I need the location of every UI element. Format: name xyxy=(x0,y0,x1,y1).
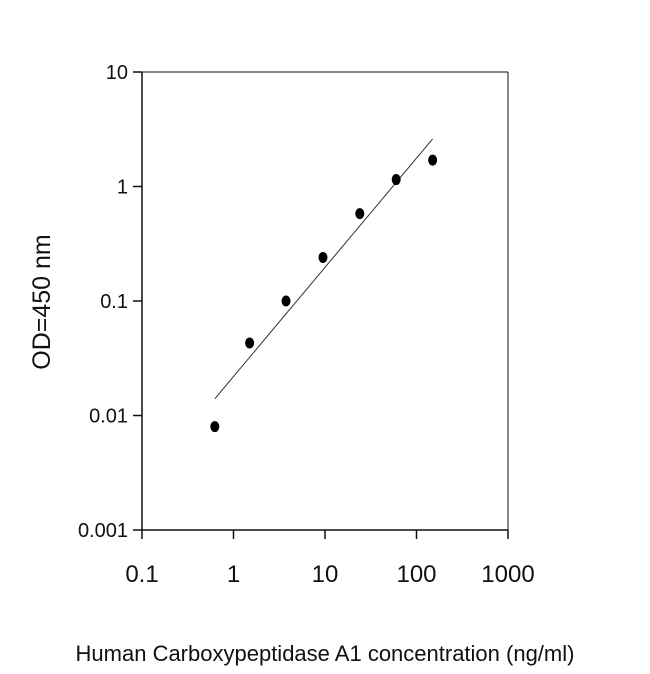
data-point xyxy=(245,337,255,349)
x-tick-label: 100 xyxy=(396,561,436,588)
data-point xyxy=(318,251,328,263)
data-point xyxy=(210,421,220,433)
x-tick-label: 0.1 xyxy=(125,561,158,588)
x-axis-label: Human Carboxypeptidase A1 concentration … xyxy=(76,641,575,666)
data-point xyxy=(281,295,291,307)
y-tick-label: 10 xyxy=(106,62,128,84)
data-point xyxy=(391,174,401,186)
plot-frame xyxy=(141,71,509,531)
y-tick-label: 1 xyxy=(117,177,128,199)
x-tick-label: 1000 xyxy=(481,561,534,588)
data-point xyxy=(355,208,365,220)
data-points xyxy=(210,154,438,433)
x-axis-ticks: 0.1 1 10 100 1000 xyxy=(125,530,535,588)
y-tick-label: 0.01 xyxy=(89,406,128,428)
x-tick-label: 10 xyxy=(312,561,339,588)
y-axis-label: OD=450 nm xyxy=(28,234,56,370)
data-point xyxy=(428,154,438,166)
x-tick-label: 1 xyxy=(227,561,240,588)
y-tick-label: 0.001 xyxy=(78,520,128,542)
y-tick-label: 0.1 xyxy=(100,291,128,313)
y-axis-ticks: 0.001 0.01 0.1 1 10 xyxy=(78,62,142,542)
